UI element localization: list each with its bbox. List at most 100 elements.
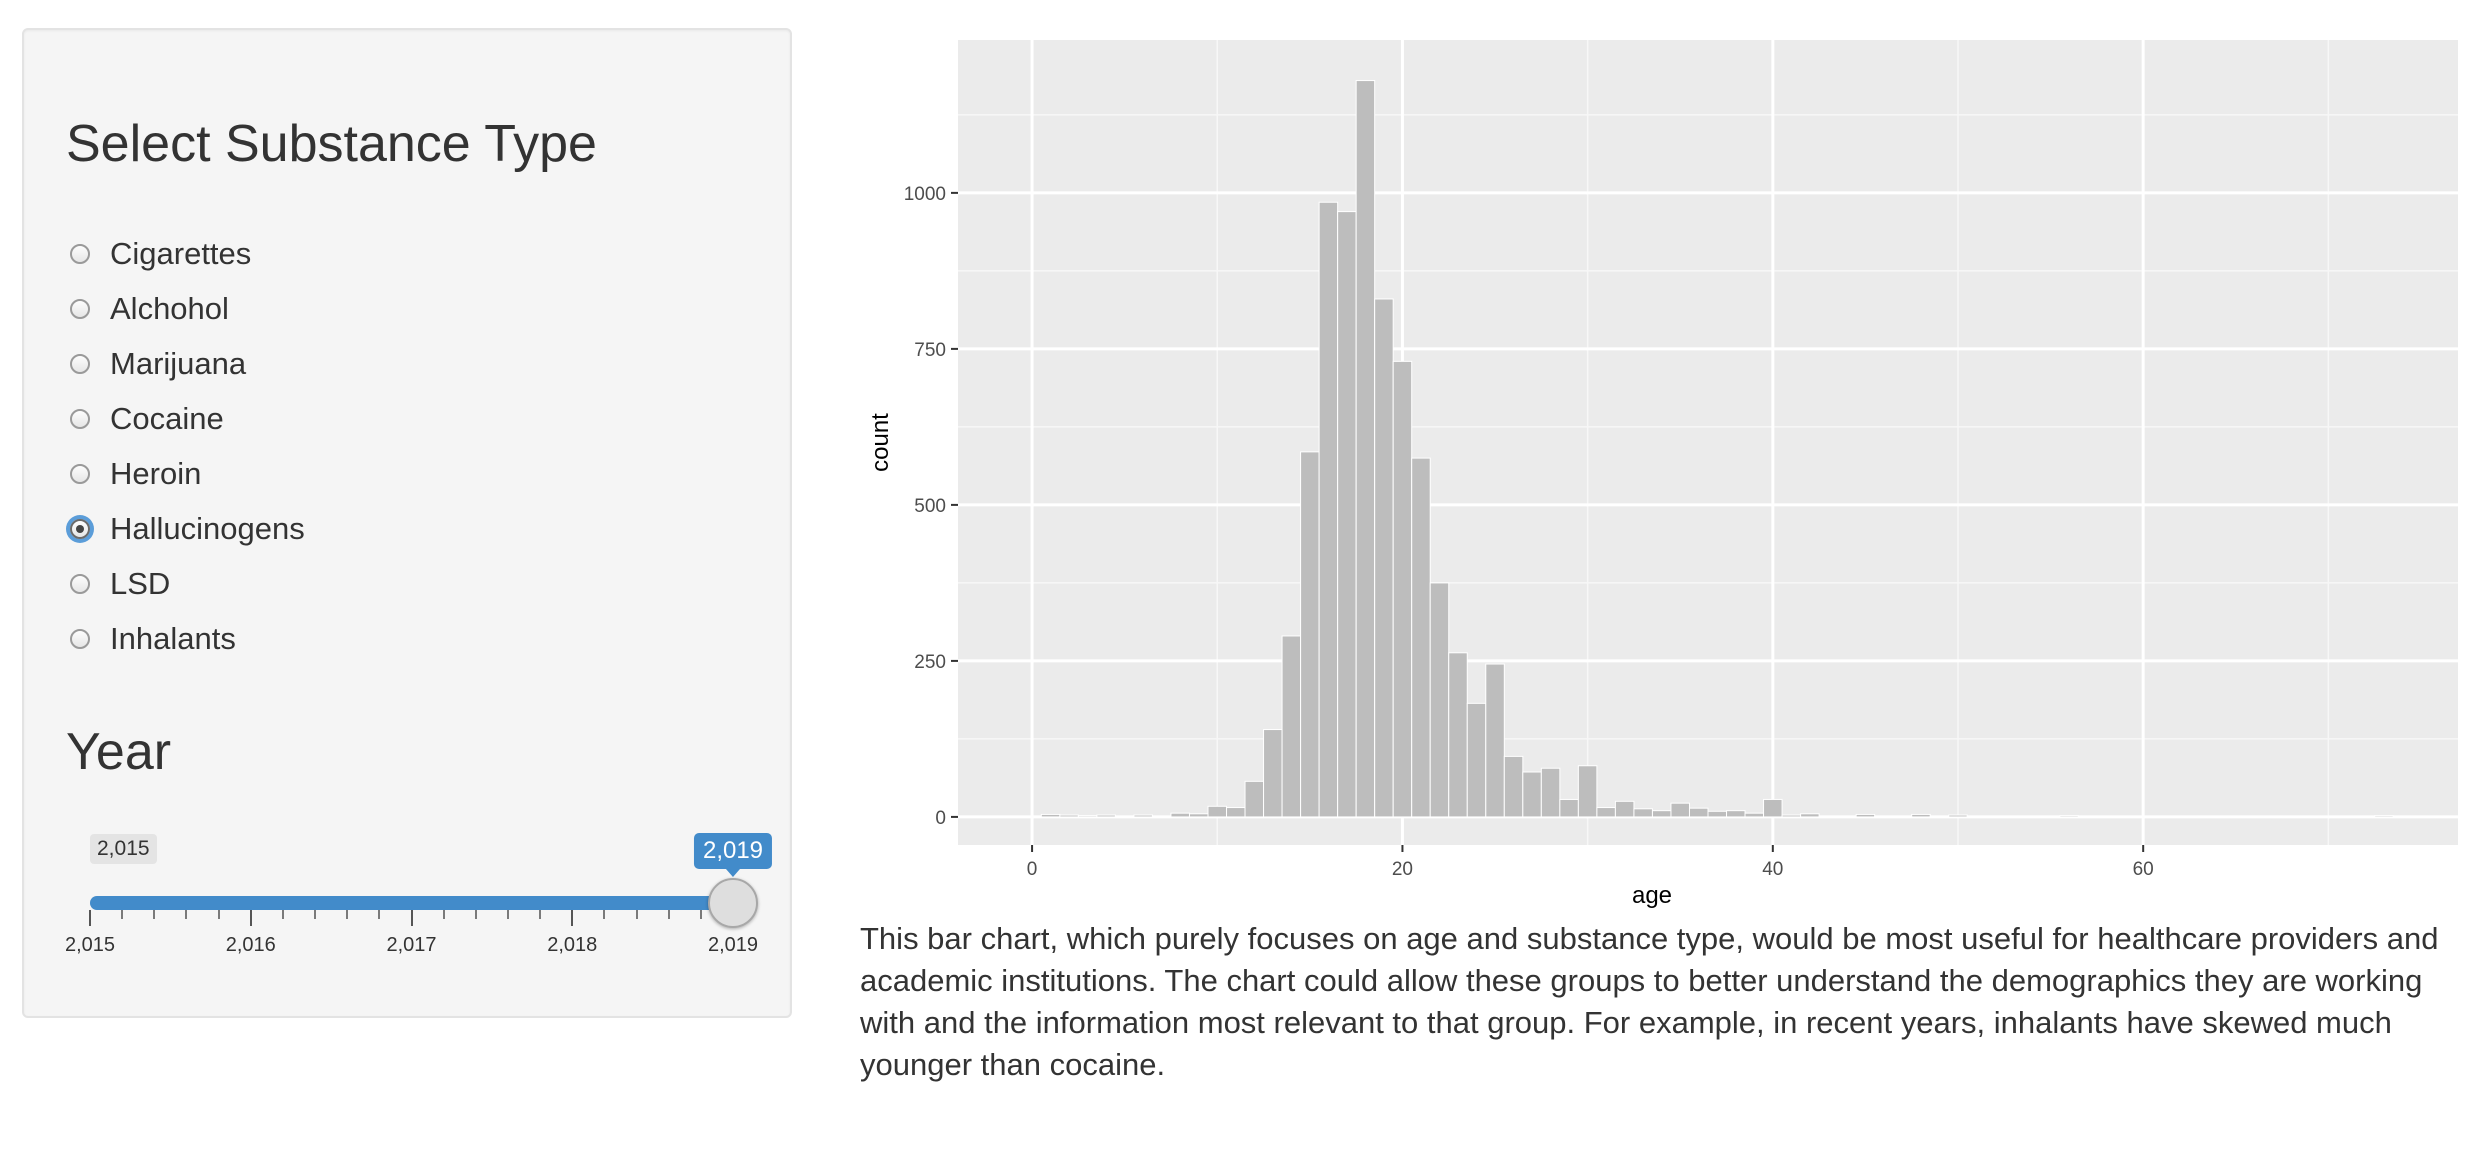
histogram-bar (1318, 201, 1339, 818)
histogram-bar (1337, 211, 1357, 818)
radio-button[interactable] (70, 243, 90, 264)
radio-option-marijuana[interactable]: Marijuana (66, 336, 305, 391)
histogram-bar (1114, 815, 1135, 818)
x-tick-label: 60 (2133, 859, 2154, 880)
histogram-bar (1670, 802, 1690, 818)
radio-button[interactable] (70, 628, 90, 649)
histogram-bar (1929, 815, 1950, 818)
y-tick-label: 250 (914, 652, 946, 673)
slider-major-tick (571, 910, 574, 926)
histogram-bar (1059, 814, 1079, 818)
histogram-bar (1726, 810, 1746, 818)
radio-option-heroin[interactable]: Heroin (66, 446, 305, 501)
plot-panel (958, 40, 2458, 845)
histogram-bar (2133, 815, 2153, 818)
slider-minor-tick (442, 910, 445, 919)
histogram-bar (2040, 815, 2061, 818)
histogram-bar (1818, 815, 1839, 818)
sidebar-panel: Select Substance Type Cigarettes Alchohol… (22, 28, 792, 1018)
histogram-bar (2281, 815, 2302, 818)
histogram-bar (1429, 582, 1450, 818)
histogram-bar (1633, 808, 1653, 818)
histogram-bar (1374, 298, 1394, 818)
slider-tick-label: 2,017 (386, 934, 437, 956)
histogram-bar (2374, 815, 2394, 818)
radio-option-lsd[interactable]: LSD (66, 556, 305, 611)
histogram-bar (1688, 807, 1709, 818)
histogram-bar (1837, 815, 1857, 818)
histogram-bar (2003, 815, 2024, 818)
slider-minor-tick (506, 910, 509, 919)
histogram-bar (1855, 813, 1876, 818)
histogram-bar (1874, 815, 1894, 818)
year-heading: Year (66, 723, 172, 781)
histogram-bar (2114, 815, 2135, 818)
histogram-bar (1133, 814, 1153, 818)
radio-button[interactable] (70, 573, 90, 594)
slider-minor-tick (603, 910, 606, 919)
histogram-bar (1503, 755, 1524, 818)
slider-major-tick (249, 910, 252, 926)
radio-button[interactable] (70, 518, 90, 539)
histogram-bar (2059, 815, 2079, 818)
histogram-bar (1485, 663, 1505, 818)
slider-tick-label: 2,019 (707, 934, 759, 956)
radio-button[interactable] (70, 353, 90, 374)
radio-label: Marijuana (110, 345, 247, 381)
y-axis-label: count (867, 413, 894, 472)
histogram-bar (1744, 812, 1765, 818)
slider-value-label: 2,019 (693, 833, 773, 877)
slider-minor-tick (281, 910, 284, 919)
radio-option-cigarettes[interactable]: Cigarettes (66, 226, 305, 281)
histogram-bar (1244, 780, 1265, 818)
radio-label: Alchohol (110, 290, 229, 326)
slider-minor-tick (699, 910, 702, 919)
radio-option-cocaine[interactable]: Cocaine (66, 391, 305, 446)
radio-label: LSD (110, 565, 171, 601)
histogram-bar (1263, 729, 1283, 818)
radio-button[interactable] (70, 463, 90, 484)
histogram-bar (2300, 815, 2320, 818)
slider-tick-label: 2,018 (547, 934, 598, 956)
slider-minor-tick (474, 910, 477, 919)
histogram-bar (1800, 813, 1820, 818)
year-slider[interactable]: 2,015 2,019 2,015 2,016 2,017 2,018 2,019 (64, 810, 778, 980)
slider-minor-tick (153, 910, 156, 919)
histogram-bar (1596, 807, 1616, 818)
radio-option-inhalants[interactable]: Inhalants (66, 611, 305, 666)
histogram-bar (2207, 815, 2228, 818)
histogram-bar (1614, 800, 1635, 818)
y-tick-label: 750 (914, 340, 946, 361)
histogram-bar (1763, 798, 1783, 818)
x-axis-label: age (1632, 882, 1672, 909)
histogram-bar (2188, 815, 2209, 818)
histogram-bar (1170, 812, 1190, 818)
histogram-bar (1448, 652, 1468, 818)
histogram-bar (1559, 798, 1579, 818)
radio-button[interactable] (70, 298, 90, 319)
histogram-bar (1392, 360, 1413, 818)
histogram-bar (2170, 815, 2190, 818)
substance-radio-group: Cigarettes Alchohol Marijuana Cocaine Heroin… (66, 226, 305, 666)
slider-major-tick (89, 910, 91, 926)
histogram-bar (1522, 771, 1542, 818)
histogram-bar (1966, 815, 1987, 818)
age-histogram-chart: 0 20 40 60 0 250 500 750 1000 age count (867, 40, 2458, 909)
y-tick-label: 500 (914, 496, 946, 517)
histogram-bar (1411, 457, 1431, 818)
slider-handle[interactable] (708, 878, 758, 928)
radio-button[interactable] (70, 408, 90, 429)
histogram-bar (2244, 815, 2265, 818)
histogram-bar (1892, 815, 1913, 818)
radio-option-hallucinogens[interactable]: Hallucinogens (66, 501, 305, 556)
histogram-bar (2151, 815, 2172, 818)
slider-minor-tick (314, 910, 317, 919)
radio-label: Hallucinogens (110, 510, 305, 546)
radio-option-alchohol[interactable]: Alchohol (66, 281, 305, 336)
slider-minor-tick (635, 910, 638, 919)
histogram-bar (1707, 810, 1728, 818)
slider-tick-label: 2,015 (64, 934, 116, 956)
histogram-bar (1281, 635, 1302, 818)
slider-major-tick (410, 910, 413, 926)
histogram-bar (2226, 815, 2246, 818)
